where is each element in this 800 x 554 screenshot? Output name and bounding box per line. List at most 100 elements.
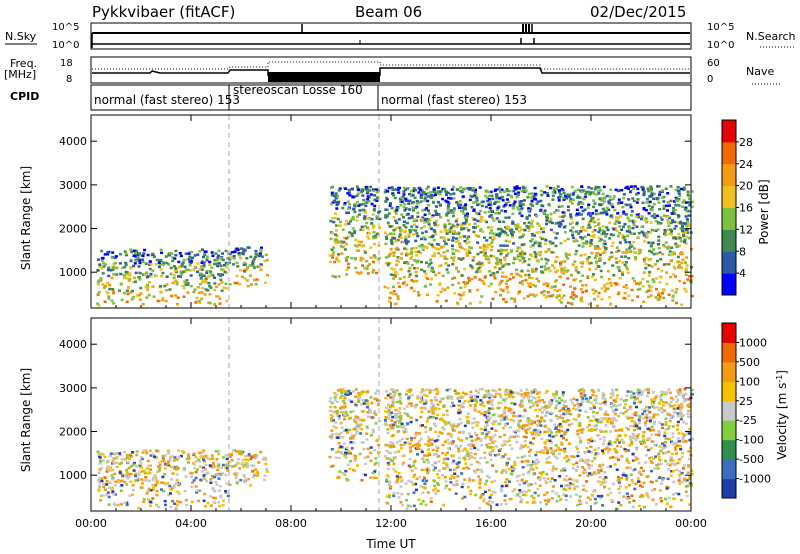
power-echo-cell	[194, 301, 198, 304]
power-echo-cell	[556, 289, 559, 292]
velocity-echo-cell	[183, 489, 187, 493]
power-echo-cell	[141, 258, 145, 261]
velocity-echo-cell	[553, 455, 557, 458]
velocity-echo-cell	[631, 425, 635, 428]
power-echo-cell	[224, 282, 228, 285]
power-echo-cell	[521, 283, 525, 286]
power-echo-cell	[133, 280, 137, 283]
power-echo-cell	[642, 271, 646, 274]
power-echo-cell	[412, 280, 416, 283]
power-echo-cell	[555, 188, 558, 191]
power-echo-cell	[124, 253, 128, 257]
power-echo-cell	[441, 187, 445, 191]
power-echo-cell	[359, 203, 362, 206]
power-echo-cell	[398, 235, 402, 238]
power-echo-cell	[491, 197, 495, 201]
velocity-echo-cell	[132, 489, 135, 492]
power-echo-cell	[132, 264, 136, 268]
velocity-echo-cell	[182, 468, 186, 472]
power-echo-cell	[364, 185, 368, 189]
velocity-echo-cell	[622, 441, 626, 444]
power-echo-cell	[377, 257, 381, 260]
power-echo-cell	[588, 244, 592, 247]
power-echo-cell	[252, 257, 256, 261]
velocity-echo-cell	[587, 423, 591, 427]
velocity-echo-cell	[487, 503, 491, 506]
power-echo-cell	[249, 255, 253, 259]
velocity-echo-cell	[365, 405, 369, 409]
power-echo-cell	[416, 259, 420, 262]
power-echo-cell	[581, 209, 585, 213]
velocity-echo-cell	[398, 421, 401, 425]
power-echo-cell	[560, 271, 564, 274]
velocity-echo-cell	[634, 438, 638, 442]
velocity-echo-cell	[635, 457, 639, 460]
velocity-echo-cell	[488, 416, 492, 419]
velocity-echo-cell	[576, 402, 580, 406]
cpid-panel: CPID normal (fast stereo) 153 stereoscan…	[10, 83, 692, 111]
power-echo-cell	[408, 273, 412, 276]
power-echo-cell	[566, 237, 570, 241]
power-echo-cell	[580, 226, 584, 230]
velocity-echo-cell	[147, 479, 151, 483]
velocity-echo-cell	[186, 452, 190, 456]
velocity-echo-cell	[679, 498, 683, 502]
velocity-echo-cell	[103, 488, 107, 491]
power-echo-cell	[366, 190, 370, 194]
velocity-echo-cell	[617, 501, 621, 504]
power-echo-cell	[412, 233, 416, 236]
velocity-echo-cell	[339, 407, 343, 410]
power-echo-cell	[580, 190, 584, 194]
power-echo-cell	[549, 212, 553, 216]
power-echo-cell	[455, 188, 459, 192]
power-echo-cell	[527, 263, 531, 267]
power-echo-cell	[648, 249, 652, 253]
velocity-echo-cell	[680, 406, 683, 409]
power-echo-cell	[263, 259, 267, 263]
velocity-echo-cell	[690, 469, 694, 473]
velocity-echo-cell	[644, 445, 648, 449]
power-echo-cell	[607, 277, 611, 281]
power-echo-cell	[658, 208, 662, 211]
power-echo-cell	[629, 190, 633, 193]
power-echo-cell	[592, 235, 596, 239]
velocity-echo-cell	[620, 455, 624, 458]
power-echo-cell	[217, 249, 221, 253]
velocity-echo-cell	[340, 426, 344, 429]
power-echo-cell	[641, 186, 645, 189]
power-echo-cell	[446, 200, 450, 204]
power-echo-cell	[625, 203, 629, 207]
power-echo-cell	[383, 285, 387, 289]
velocity-echo-cell	[625, 457, 629, 460]
power-echo-cell	[354, 257, 357, 260]
power-echo-cell	[203, 253, 207, 256]
velocity-echo-cell	[354, 426, 358, 429]
velocity-echo-cell	[333, 406, 337, 409]
power-echo-cell	[429, 283, 433, 286]
power-echo-cell	[566, 193, 570, 196]
velocity-echo-cell	[659, 449, 663, 453]
power-echo-cell	[622, 210, 626, 213]
velocity-echo-cell	[541, 470, 545, 474]
power-echo-cell	[208, 284, 212, 288]
power-echo-cell	[527, 229, 531, 233]
velocity-echo-cell	[151, 497, 155, 500]
power-echo-cell	[622, 212, 626, 215]
noise-panel: N.Sky 10^5 10^0 10^5 10^0 N.Search	[5, 22, 796, 51]
velocity-echo-cell	[420, 468, 424, 472]
power-echo-cell	[425, 187, 429, 191]
power-echo-cell	[452, 276, 456, 280]
power-echo-cell	[504, 226, 508, 229]
power-echo-cell	[621, 261, 625, 264]
velocity-echo-cell	[498, 388, 502, 391]
velocity-echo-cell	[142, 479, 146, 482]
power-echo-cell	[636, 288, 640, 291]
velocity-echo-cell	[630, 442, 634, 446]
power-echo-cell	[493, 277, 497, 280]
power-echo-cell	[551, 191, 555, 194]
velocity-echo-cell	[208, 495, 212, 498]
power-echo-cell	[505, 198, 509, 201]
power-echo-cell	[232, 263, 235, 266]
velocity-echo-cell	[535, 414, 539, 418]
velocity-echo-cell	[651, 440, 655, 443]
